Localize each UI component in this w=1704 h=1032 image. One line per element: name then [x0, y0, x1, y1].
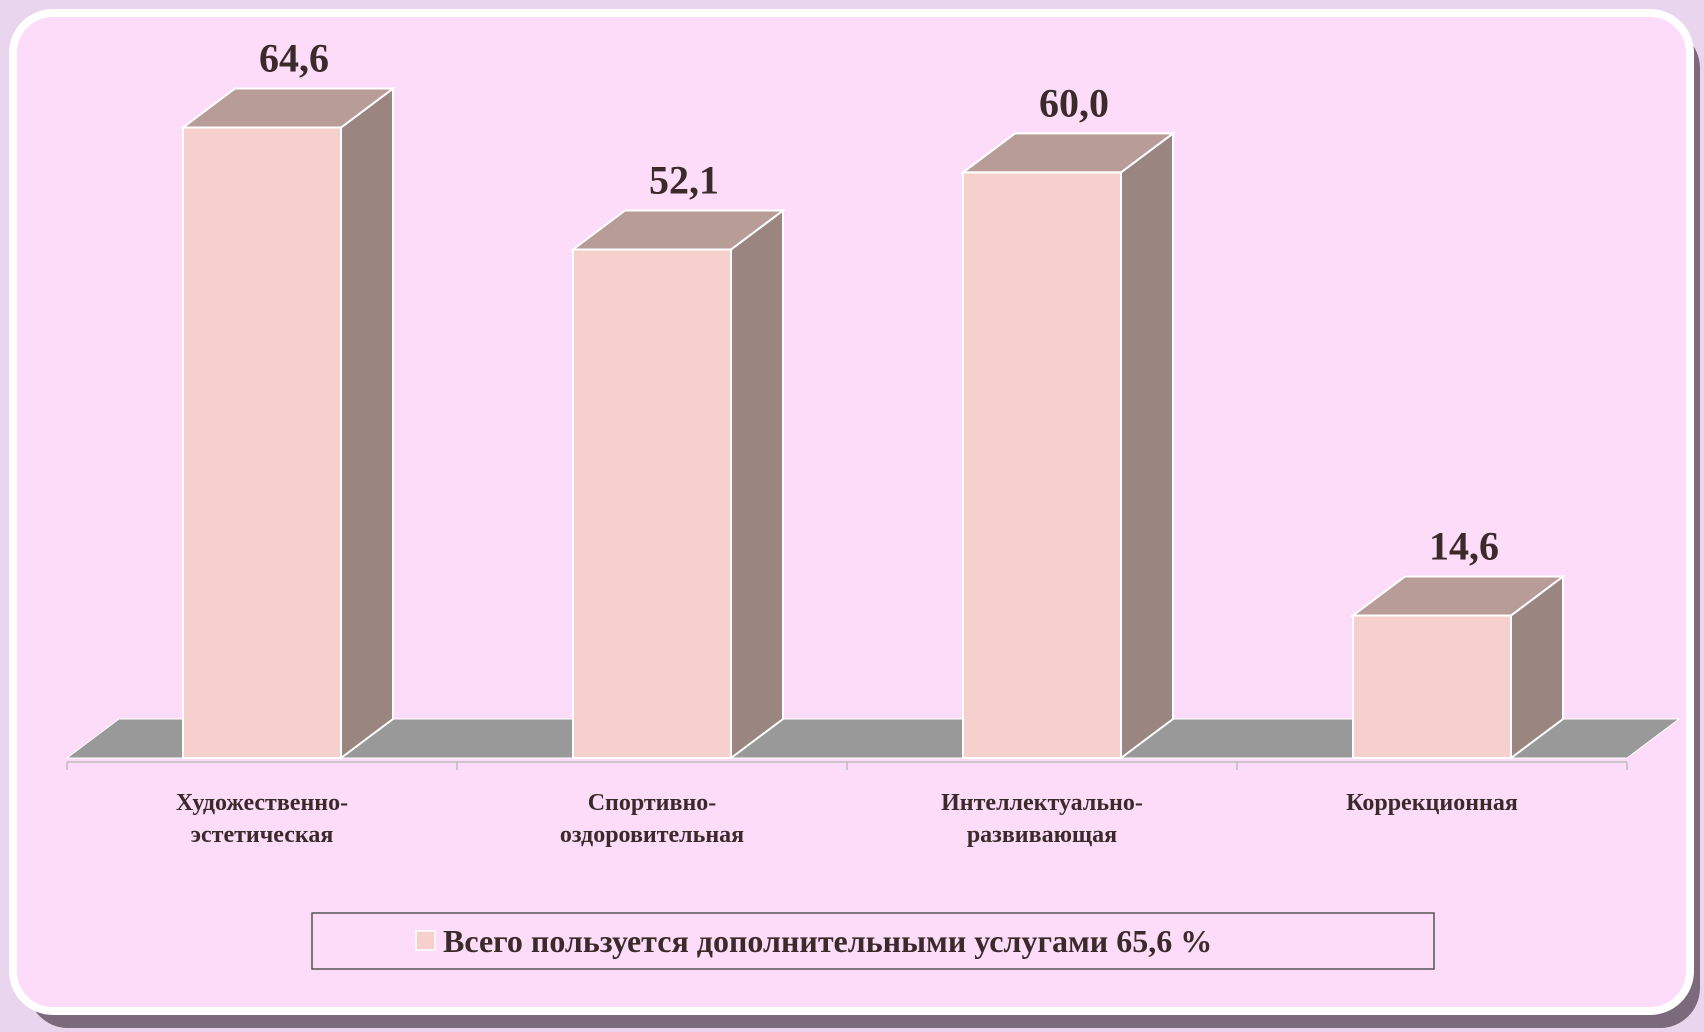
- x-tick-label: Коррекционная: [1346, 790, 1518, 816]
- x-tick-label: Интеллектуально-: [941, 790, 1143, 816]
- x-tick-label: развивающая: [967, 822, 1117, 848]
- value-label: 52,1: [649, 158, 719, 203]
- bar-side: [1120, 131, 1174, 760]
- value-label: 14,6: [1429, 524, 1499, 569]
- legend-label: Всего пользуется дополнительными услугам…: [443, 923, 1212, 959]
- bar-side: [340, 86, 394, 760]
- legend-swatch: [415, 930, 436, 951]
- value-label: 64,6: [259, 36, 329, 81]
- bar: [960, 131, 1176, 760]
- bar: [180, 86, 396, 760]
- legend-box: [311, 912, 1435, 970]
- bar: [570, 208, 786, 760]
- x-tick-label: Спортивно-: [588, 790, 717, 816]
- bar-front: [572, 248, 732, 759]
- bar: [1350, 574, 1566, 760]
- x-tick-label: эстетическая: [191, 822, 334, 848]
- bar-front: [962, 171, 1122, 759]
- x-tick-label: Художественно-: [176, 790, 348, 816]
- value-label: 60,0: [1039, 80, 1109, 125]
- bar-front: [182, 126, 342, 759]
- bar-front: [1352, 614, 1512, 760]
- x-tick-label: оздоровительная: [560, 822, 744, 848]
- bar-side: [730, 208, 784, 760]
